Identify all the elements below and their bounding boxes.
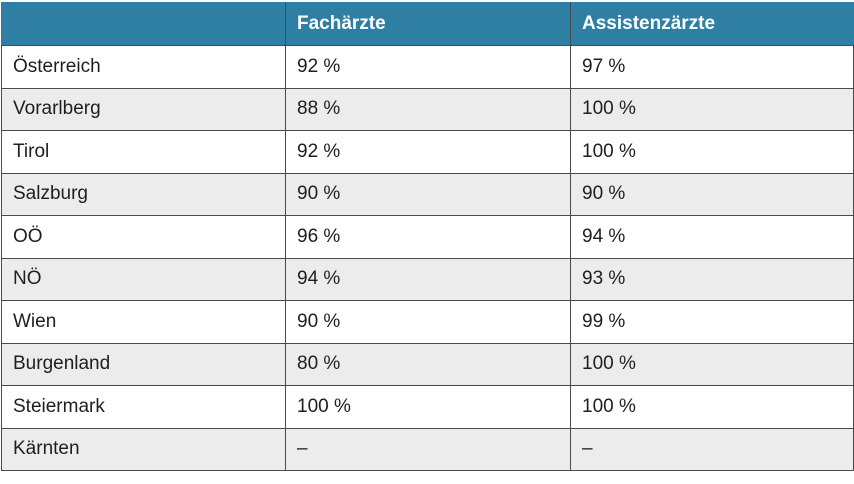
assistenzaerzte-cell: 100 % <box>570 385 854 429</box>
fachaerzte-cell: 96 % <box>285 215 571 259</box>
table-row: Österreich 92 % 97 % <box>1 45 854 89</box>
table-row: Burgenland 80 % 100 % <box>1 342 854 386</box>
header-cell-fachaerzte: Fachärzte <box>285 2 571 46</box>
fachaerzte-cell: 90 % <box>285 300 571 344</box>
assistenzaerzte-cell: – <box>570 427 854 471</box>
assistenzaerzte-cell: 93 % <box>570 257 854 301</box>
data-table: Fachärzte Assistenzärzte Österreich 92 %… <box>1 2 854 471</box>
fachaerzte-cell: 92 % <box>285 45 571 89</box>
region-cell: Steiermark <box>1 385 286 429</box>
assistenzaerzte-cell: 94 % <box>570 215 854 259</box>
assistenzaerzte-cell: 100 % <box>570 130 854 174</box>
table-header: Fachärzte Assistenzärzte <box>1 2 854 46</box>
table-row: Vorarlberg 88 % 100 % <box>1 87 854 131</box>
region-cell: NÖ <box>1 257 286 301</box>
table-row: Tirol 92 % 100 % <box>1 130 854 174</box>
fachaerzte-cell: 100 % <box>285 385 571 429</box>
region-cell: Tirol <box>1 130 286 174</box>
header-row: Fachärzte Assistenzärzte <box>1 2 854 46</box>
header-cell-assistenzaerzte: Assistenzärzte <box>570 2 854 46</box>
fachaerzte-cell: – <box>285 427 571 471</box>
fachaerzte-cell: 80 % <box>285 342 571 386</box>
fachaerzte-cell: 90 % <box>285 172 571 216</box>
fachaerzte-cell: 92 % <box>285 130 571 174</box>
table-row: Wien 90 % 99 % <box>1 300 854 344</box>
region-cell: Kärnten <box>1 427 286 471</box>
assistenzaerzte-cell: 100 % <box>570 87 854 131</box>
fachaerzte-cell: 94 % <box>285 257 571 301</box>
header-cell-region <box>1 2 286 46</box>
region-cell: Vorarlberg <box>1 87 286 131</box>
table-body: Österreich 92 % 97 % Vorarlberg 88 % 100… <box>1 45 854 471</box>
table-row: NÖ 94 % 93 % <box>1 257 854 301</box>
assistenzaerzte-cell: 97 % <box>570 45 854 89</box>
fachaerzte-cell: 88 % <box>285 87 571 131</box>
table-row: Kärnten – – <box>1 427 854 471</box>
table-row: Salzburg 90 % 90 % <box>1 172 854 216</box>
region-cell: OÖ <box>1 215 286 259</box>
assistenzaerzte-cell: 100 % <box>570 342 854 386</box>
region-cell: Österreich <box>1 45 286 89</box>
region-cell: Wien <box>1 300 286 344</box>
region-cell: Burgenland <box>1 342 286 386</box>
table-row: OÖ 96 % 94 % <box>1 215 854 259</box>
region-cell: Salzburg <box>1 172 286 216</box>
table-row: Steiermark 100 % 100 % <box>1 385 854 429</box>
assistenzaerzte-cell: 99 % <box>570 300 854 344</box>
assistenzaerzte-cell: 90 % <box>570 172 854 216</box>
